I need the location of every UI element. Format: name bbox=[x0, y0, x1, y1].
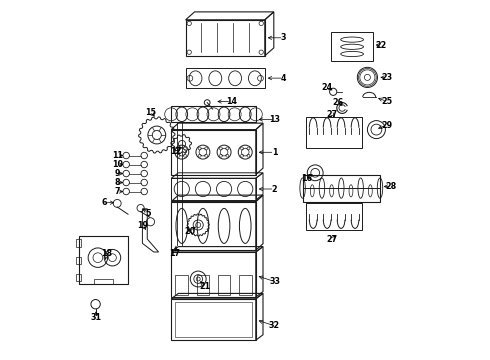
Text: 18: 18 bbox=[101, 249, 112, 258]
Text: 15: 15 bbox=[145, 108, 156, 117]
Text: 32: 32 bbox=[269, 321, 280, 330]
Text: 8: 8 bbox=[114, 178, 120, 187]
Text: 10: 10 bbox=[112, 160, 122, 169]
Text: 1: 1 bbox=[272, 148, 277, 157]
Text: 33: 33 bbox=[269, 277, 280, 286]
Text: 24: 24 bbox=[321, 83, 333, 92]
Text: 19: 19 bbox=[137, 220, 148, 230]
Text: 7: 7 bbox=[115, 187, 120, 196]
Text: 12: 12 bbox=[171, 148, 181, 157]
Text: 4: 4 bbox=[281, 74, 286, 83]
Text: 3: 3 bbox=[281, 33, 286, 42]
Text: 21: 21 bbox=[199, 282, 210, 291]
Text: 16: 16 bbox=[301, 174, 313, 183]
Text: 27: 27 bbox=[326, 110, 338, 119]
Text: 11: 11 bbox=[112, 151, 122, 160]
Text: 9: 9 bbox=[115, 169, 120, 178]
Text: 22: 22 bbox=[375, 41, 387, 50]
Text: 13: 13 bbox=[269, 115, 280, 124]
Text: 20: 20 bbox=[184, 227, 195, 236]
Text: 29: 29 bbox=[381, 121, 392, 130]
Text: 5: 5 bbox=[146, 209, 151, 217]
Text: 17: 17 bbox=[170, 249, 180, 258]
Text: 26: 26 bbox=[332, 98, 343, 107]
Text: 28: 28 bbox=[385, 182, 396, 191]
Text: 14: 14 bbox=[226, 97, 237, 106]
Text: 6: 6 bbox=[102, 198, 107, 207]
Text: 25: 25 bbox=[382, 97, 393, 106]
Text: 23: 23 bbox=[382, 73, 393, 82]
Text: 31: 31 bbox=[91, 313, 102, 322]
Text: 27: 27 bbox=[326, 235, 338, 244]
Text: 2: 2 bbox=[272, 185, 277, 194]
